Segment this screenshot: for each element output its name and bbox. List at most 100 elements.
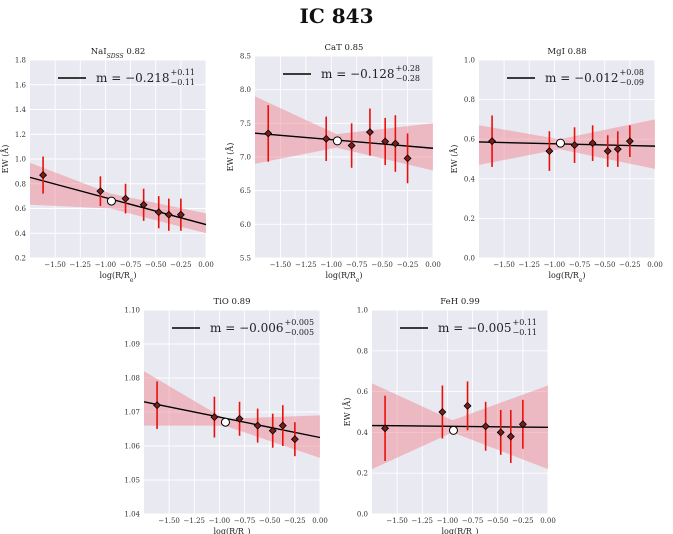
y-tick-label: 0.8 xyxy=(15,180,26,188)
x-tick-label: −1.25 xyxy=(70,261,91,269)
legend-slope-text: m = −0.012 xyxy=(545,71,618,85)
panel-title: MgI 0.88 xyxy=(547,47,586,57)
data-point xyxy=(381,137,390,146)
legend-err-up: +0.005 xyxy=(284,318,314,327)
y-tick-label: 1.8 xyxy=(15,57,26,65)
data-point xyxy=(506,432,515,441)
x-tick-label: −0.75 xyxy=(346,261,367,269)
fit-line xyxy=(478,141,656,147)
y-axis-label: EW (Å) xyxy=(450,145,459,174)
y-tick-label: 6.0 xyxy=(240,221,251,229)
data-point xyxy=(438,408,447,416)
data-point xyxy=(153,401,162,410)
panel-title: NaISDSS 0.82 xyxy=(91,47,146,60)
data-point xyxy=(403,154,412,163)
x-tick-label: −0.50 xyxy=(487,517,508,525)
y-tick-label: 1.04 xyxy=(124,511,140,519)
confidence-band xyxy=(30,162,206,234)
panel-title: CaT 0.85 xyxy=(325,43,364,53)
y-tick-label: 6.5 xyxy=(240,187,251,195)
y-tick-label: 0.6 xyxy=(15,205,27,213)
x-axis-label: log(R/Re) xyxy=(213,527,250,534)
y-tick-label: 0.4 xyxy=(15,230,27,238)
fit-line xyxy=(143,401,321,439)
data-point xyxy=(96,187,105,196)
y-tick-label: 0.4 xyxy=(357,429,369,437)
y-tick-label: 8.0 xyxy=(240,86,251,94)
y-tick-label: 0.6 xyxy=(464,136,476,144)
data-point xyxy=(39,171,48,180)
data-point xyxy=(625,137,634,146)
y-tick-label: 0.8 xyxy=(357,347,368,355)
x-tick-label: −1.50 xyxy=(386,517,407,525)
x-axis-label: log(R/Re) xyxy=(99,271,136,284)
x-tick-label: −1.00 xyxy=(321,261,342,269)
y-tick-label: 1.07 xyxy=(124,409,140,417)
data-point xyxy=(253,421,262,430)
data-point xyxy=(603,147,612,156)
open-marker xyxy=(448,425,458,435)
x-axis-label: log(R/Re) xyxy=(441,527,478,534)
figure-title: IC 843 xyxy=(299,4,374,28)
panel-title: FeH 0.99 xyxy=(440,297,480,307)
data-point xyxy=(268,426,277,435)
data-point xyxy=(139,200,148,209)
x-tick-label: −1.25 xyxy=(295,261,316,269)
chart-panel-nai: 0.2 0.4 0.6 0.8 1.0 1.2 1.4 1.6 1.8 −1.50 −1.25 −1.… xyxy=(1,47,214,284)
data-point xyxy=(235,414,244,423)
x-tick-label: −1.00 xyxy=(437,517,458,525)
x-tick-label: −0.50 xyxy=(371,261,392,269)
data-point xyxy=(365,128,374,137)
legend-err-up: +0.11 xyxy=(170,68,195,77)
x-tick-label: −1.25 xyxy=(412,517,433,525)
fit-line xyxy=(254,132,434,149)
chart-panel-feh: 0.0 0.2 0.4 0.6 0.8 1.0 −1.50 −1.25 −1.00 −0.75 −0… xyxy=(343,297,556,534)
confidence-band xyxy=(144,371,320,458)
data-point xyxy=(154,208,163,217)
legend-err-low: −0.28 xyxy=(395,74,420,83)
data-point xyxy=(391,139,400,148)
y-tick-label: 1.0 xyxy=(464,57,475,65)
open-marker xyxy=(220,417,230,427)
x-tick-label: −1.50 xyxy=(158,517,179,525)
data-point xyxy=(488,137,497,146)
open-marker xyxy=(106,196,116,206)
data-point xyxy=(570,141,579,150)
data-point xyxy=(463,401,472,410)
legend-slope-text: m = −0.128 xyxy=(321,67,394,81)
panel-title: TiO 0.89 xyxy=(214,297,251,307)
legend-err-low: −0.11 xyxy=(170,78,195,87)
data-point xyxy=(347,141,356,150)
y-tick-label: 5.5 xyxy=(240,255,251,263)
open-marker xyxy=(332,136,342,146)
y-tick-label: 1.2 xyxy=(15,131,26,139)
x-axis-label: log(R/Re) xyxy=(548,271,585,284)
data-point xyxy=(381,424,390,433)
data-point xyxy=(164,210,173,219)
legend-err-up: +0.28 xyxy=(395,64,420,73)
x-tick-label: −1.50 xyxy=(493,261,514,269)
x-tick-label: −0.75 xyxy=(120,261,141,269)
x-axis-label: log(R/Re) xyxy=(325,271,362,284)
legend-err-low: −0.11 xyxy=(512,328,537,337)
chart-panel-mgi: 0.0 0.2 0.4 0.6 0.8 1.0 −1.50 −1.25 −1.00 −0.75 −0… xyxy=(450,47,663,284)
y-tick-label: 0.4 xyxy=(464,175,476,183)
y-tick-label: 1.10 xyxy=(124,307,140,315)
data-point xyxy=(613,145,622,154)
x-tick-label: −1.50 xyxy=(44,261,65,269)
y-axis-label: EW (Å) xyxy=(1,145,10,174)
data-point xyxy=(322,134,331,143)
data-point xyxy=(264,129,273,138)
legend-slope-text: m = −0.218 xyxy=(96,71,169,85)
legend-err-low: −0.005 xyxy=(284,328,314,337)
y-tick-label: 7.5 xyxy=(240,120,251,128)
data-point xyxy=(496,428,505,437)
data-point xyxy=(290,435,299,444)
data-point xyxy=(588,139,597,148)
x-tick-label: −0.75 xyxy=(234,517,255,525)
y-tick-label: 0.2 xyxy=(464,215,475,223)
y-tick-label: 1.05 xyxy=(124,477,140,485)
x-tick-label: −0.50 xyxy=(594,261,615,269)
y-tick-label: 1.08 xyxy=(124,375,140,383)
y-tick-label: 7.0 xyxy=(240,154,251,162)
